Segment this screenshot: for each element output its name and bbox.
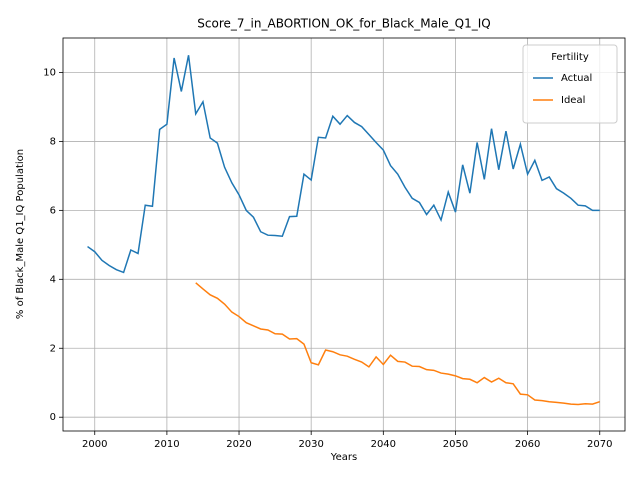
chart-title: Score_7_in_ABORTION_OK_for_Black_Male_Q1…	[197, 17, 490, 31]
legend-title: Fertility	[551, 52, 589, 63]
y-tick-label: 4	[50, 274, 56, 285]
x-tick-label: 2020	[226, 439, 251, 450]
y-tick-label: 6	[50, 205, 56, 216]
x-axis-label: Years	[330, 452, 357, 463]
y-tick-label: 8	[50, 136, 56, 147]
data-line	[87, 55, 600, 274]
data-line	[195, 282, 600, 406]
x-tick-label: 2000	[82, 439, 107, 450]
legend: Fertility Actual Ideal	[522, 44, 618, 124]
x-tick-label: 2030	[298, 439, 323, 450]
y-axis-label: % of Black_Male Q1_IQ Population	[15, 149, 26, 319]
legend-box	[522, 44, 618, 124]
x-tick-label: 2070	[587, 439, 612, 450]
x-tick-label: 2060	[515, 439, 540, 450]
x-tick-label: 2010	[154, 439, 179, 450]
plot-frame	[62, 37, 626, 432]
x-tick-label: 2040	[371, 439, 396, 450]
y-tick-label: 2	[50, 343, 56, 354]
y-tick-label: 10	[43, 67, 56, 78]
x-tick-label: 2050	[443, 439, 468, 450]
y-tick-label: 0	[50, 412, 56, 423]
legend-label: Actual	[561, 73, 592, 84]
legend-label: Ideal	[561, 95, 585, 106]
